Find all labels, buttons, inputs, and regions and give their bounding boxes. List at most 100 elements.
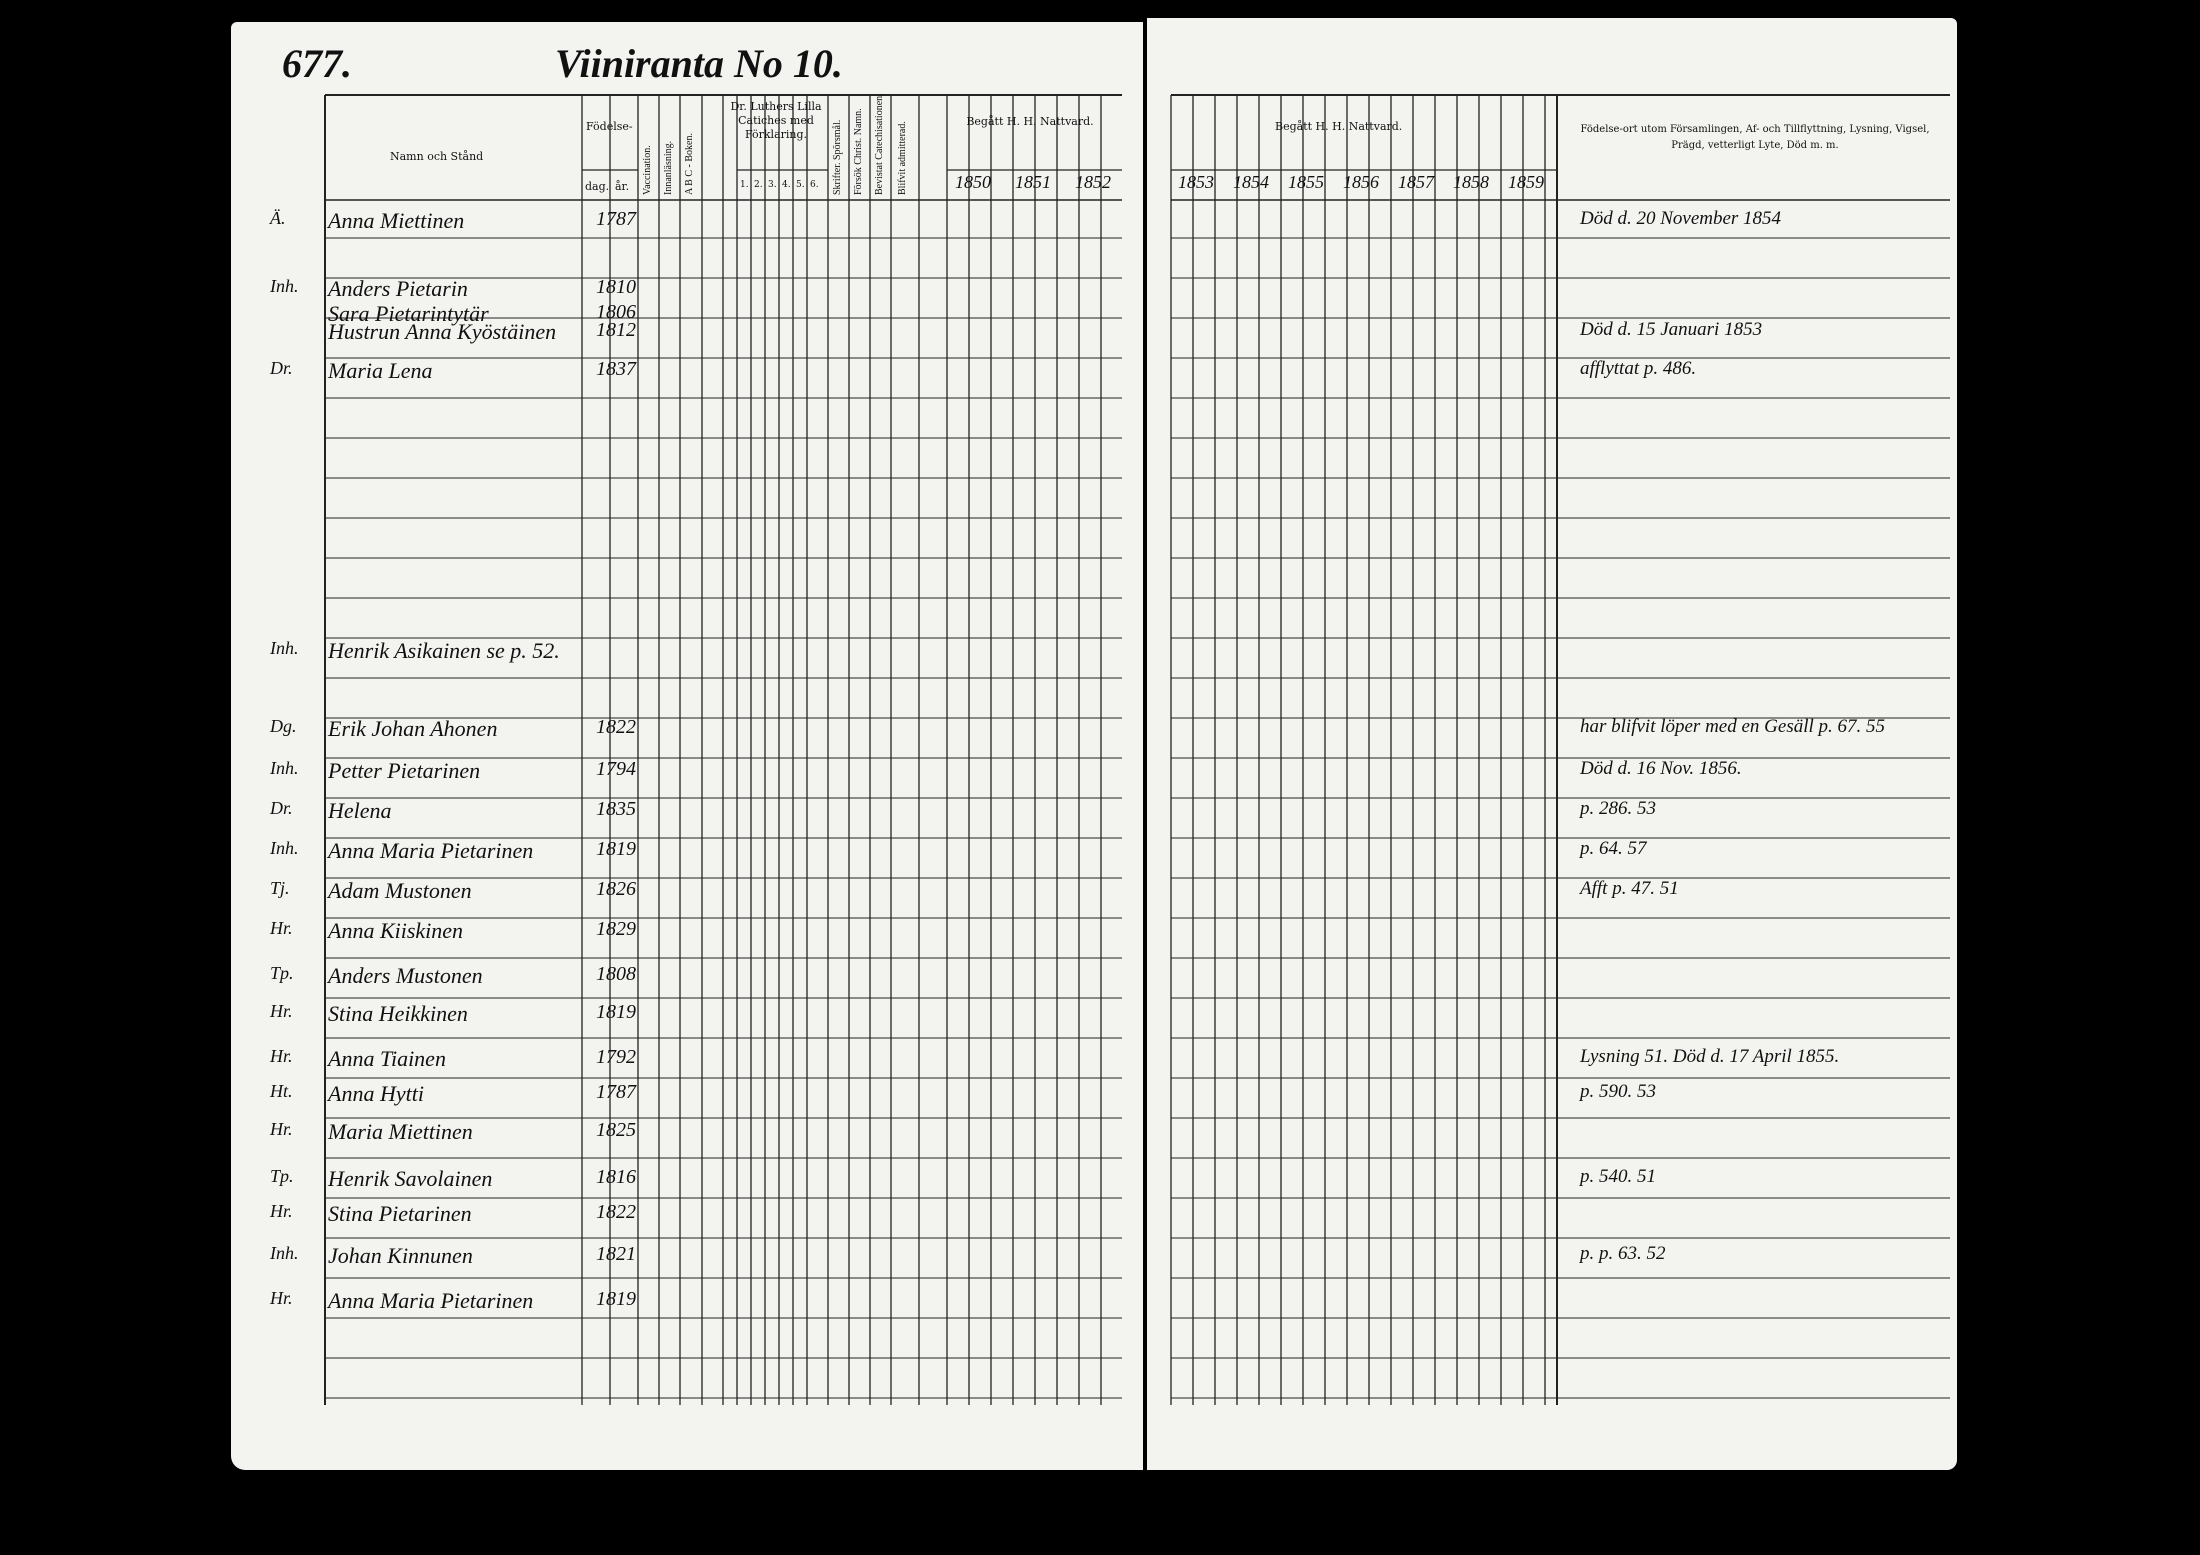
row-status: Hr. — [270, 1001, 293, 1021]
luther-part: 4. — [782, 180, 791, 190]
header-reading: Innanläsning. — [663, 140, 674, 195]
luther-part: 1. — [740, 180, 749, 190]
person-name: Stina Heikkinen — [328, 1001, 468, 1026]
header-vaccination: Vaccination. — [642, 145, 653, 195]
row-status: Hr. — [270, 1201, 293, 1221]
remark: Afft p. 47. 51 — [1580, 878, 1679, 899]
year-label: 1859 — [1508, 172, 1544, 192]
row-status: Inh. — [270, 638, 299, 658]
right-page — [1147, 18, 1957, 1470]
birth-year: 1819 — [596, 1288, 636, 1310]
birth-year: 1812 — [596, 319, 636, 341]
birth-year: 1822 — [596, 716, 636, 738]
year-label: 1857 — [1398, 172, 1434, 192]
header-scripture: Skrifter. Spörsmål. — [832, 119, 843, 195]
birth-year: 1794 — [596, 758, 636, 780]
header-communion: Begått H. H. Nattvard. — [1275, 120, 1403, 133]
person-name: Anna Maria Pietarinen — [328, 1288, 534, 1313]
birth-year: 1787 — [596, 208, 636, 230]
row-status: Ht. — [270, 1081, 293, 1101]
header-admitted: Blifvit admitterad. — [897, 121, 908, 195]
person-name: Sara Pietarintytär — [328, 301, 489, 326]
header-year: år. — [615, 180, 630, 193]
person-name: Henrik Savolainen — [328, 1166, 493, 1191]
person-name: Anna Kiiskinen — [328, 918, 464, 943]
luther-part: 6. — [810, 180, 819, 190]
luther-part: 2. — [754, 180, 763, 190]
person-name: Anna Hytti — [328, 1081, 424, 1106]
birth-year: 1787 — [596, 1081, 636, 1103]
birth-year: 1837 — [596, 358, 636, 380]
birth-year: 1810 — [596, 276, 636, 298]
row-status: Hr. — [270, 918, 293, 938]
year-label: 1855 — [1288, 172, 1324, 192]
remark: p. 64. 57 — [1580, 838, 1647, 859]
birth-year: 1806 — [596, 301, 636, 323]
header-birth: Födelse- — [586, 120, 633, 133]
row-status: Hr. — [270, 1288, 293, 1308]
year-label: 1854 — [1233, 172, 1269, 192]
birth-year: 1792 — [596, 1046, 636, 1068]
person-name: Stina Pietarinen — [328, 1201, 472, 1226]
person-name: Petter Pietarinen — [328, 758, 481, 783]
person-name: Hustrun Anna Kyöstäinen — [328, 319, 557, 344]
header-name: Namn och Stånd — [390, 150, 484, 163]
remark: p. 540. 51 — [1580, 1166, 1656, 1187]
birth-year: 1825 — [596, 1119, 636, 1141]
year-label: 1852 — [1075, 172, 1111, 192]
row-status: Inh. — [270, 276, 299, 296]
remark: Lysning 51. Död d. 17 April 1855. — [1580, 1046, 1840, 1067]
register-title: Viiniranta No 10. — [555, 41, 843, 86]
remark: p. 286. 53 — [1580, 798, 1656, 819]
remark: Död d. 20 November 1854 — [1580, 208, 1782, 229]
person-name: Anders Mustonen — [328, 963, 483, 988]
year-label: 1850 — [955, 172, 991, 192]
row-status: Inh. — [270, 1243, 299, 1263]
birth-year: 1821 — [596, 1243, 636, 1265]
birth-year: 1819 — [596, 838, 636, 860]
row-status: Ä. — [270, 208, 286, 228]
person-name: Helena — [328, 798, 392, 823]
birth-year: 1816 — [596, 1166, 636, 1188]
birth-year: 1826 — [596, 878, 636, 900]
row-status: Dr. — [270, 798, 293, 818]
luther-part: 5. — [796, 180, 805, 190]
luther-part: 3. — [768, 180, 777, 190]
remark: p. p. 63. 52 — [1580, 1243, 1666, 1264]
row-status: Inh. — [270, 838, 299, 858]
birth-year: 1835 — [596, 798, 636, 820]
header-communion: Begått H. H. Nattvard. — [966, 115, 1094, 128]
birth-year: 1829 — [596, 918, 636, 940]
person-name: Maria Miettinen — [328, 1119, 473, 1144]
header-christ: Försök Christ. Namn. — [853, 108, 864, 195]
page-number: 677. — [282, 41, 352, 86]
birth-year: 1808 — [596, 963, 636, 985]
person-name: Adam Mustonen — [328, 878, 472, 903]
person-name: Erik Johan Ahonen — [328, 716, 498, 741]
year-label: 1856 — [1343, 172, 1379, 192]
year-label: 1853 — [1178, 172, 1214, 192]
row-status: Hr. — [270, 1046, 293, 1066]
person-name: Henrik Asikainen se p. 52. — [328, 638, 560, 663]
header-day: dag. — [585, 180, 610, 193]
person-name: Anna Maria Pietarinen — [328, 838, 534, 863]
birth-year: 1819 — [596, 1001, 636, 1023]
row-status: Inh. — [270, 758, 299, 778]
person-name: Anna Tiainen — [328, 1046, 446, 1071]
header-remarks: Födelse-ort utom Församlingen, Af- och T… — [1580, 124, 1930, 151]
row-status: Tj. — [270, 878, 290, 898]
header-abc: A B C - Boken. — [684, 133, 695, 195]
remark: p. 590. 53 — [1580, 1081, 1656, 1102]
remark: Död d. 16 Nov. 1856. — [1580, 758, 1742, 779]
row-status: Tp. — [270, 963, 294, 983]
remark: Död d. 15 Januari 1853 — [1580, 319, 1763, 340]
birth-year: 1822 — [596, 1201, 636, 1223]
remark: afflyttat p. 486. — [1580, 358, 1697, 379]
person-name: Anna Miettinen — [328, 208, 465, 233]
remark: har blifvit löper med en Gesäll p. 67. 5… — [1580, 716, 1886, 737]
header-catechisation: Bevistat Catechisationen. — [874, 93, 885, 195]
person-name: Anders Pietarin — [328, 276, 468, 301]
row-status: Dr. — [270, 358, 293, 378]
